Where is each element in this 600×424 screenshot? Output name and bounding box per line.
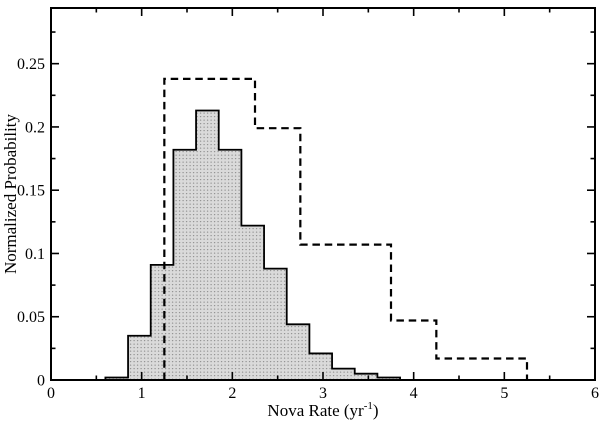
series-layer bbox=[104, 77, 529, 381]
y-tick-label: 0 bbox=[37, 373, 45, 390]
x-axis-title-base: Nova Rate (yr bbox=[267, 401, 364, 420]
y-axis-title: Normalized Probability bbox=[1, 113, 20, 274]
x-axis-title-suffix: ) bbox=[373, 401, 379, 420]
x-tick-label: 0 bbox=[47, 385, 55, 402]
x-axis-title-superscript: -1 bbox=[364, 400, 373, 412]
x-tick-label: 6 bbox=[591, 385, 599, 402]
x-axis-title: Nova Rate (yr-1) bbox=[267, 400, 378, 420]
axis-ticks bbox=[50, 8, 596, 381]
axis-tick-labels: 0 1 2 3 4 5 6 0 0.05 0.1 0.15 0.2 0.25 bbox=[17, 56, 599, 402]
y-tick-label: 0.05 bbox=[17, 309, 45, 326]
x-tick-label: 4 bbox=[410, 385, 418, 402]
x-tick-label: 1 bbox=[138, 385, 146, 402]
dashed-histogram bbox=[163, 77, 529, 380]
y-tick-label: 0.25 bbox=[17, 56, 45, 73]
y-tick-label: 0.1 bbox=[25, 246, 45, 263]
x-tick-label: 5 bbox=[500, 385, 508, 402]
plot-frame bbox=[50, 7, 596, 381]
x-tick-label: 2 bbox=[228, 385, 236, 402]
filled-histogram bbox=[104, 109, 401, 381]
x-tick-label: 3 bbox=[319, 385, 327, 402]
y-tick-label: 0.15 bbox=[17, 183, 45, 200]
y-tick-label: 0.2 bbox=[25, 119, 45, 136]
plot-border bbox=[50, 7, 596, 381]
